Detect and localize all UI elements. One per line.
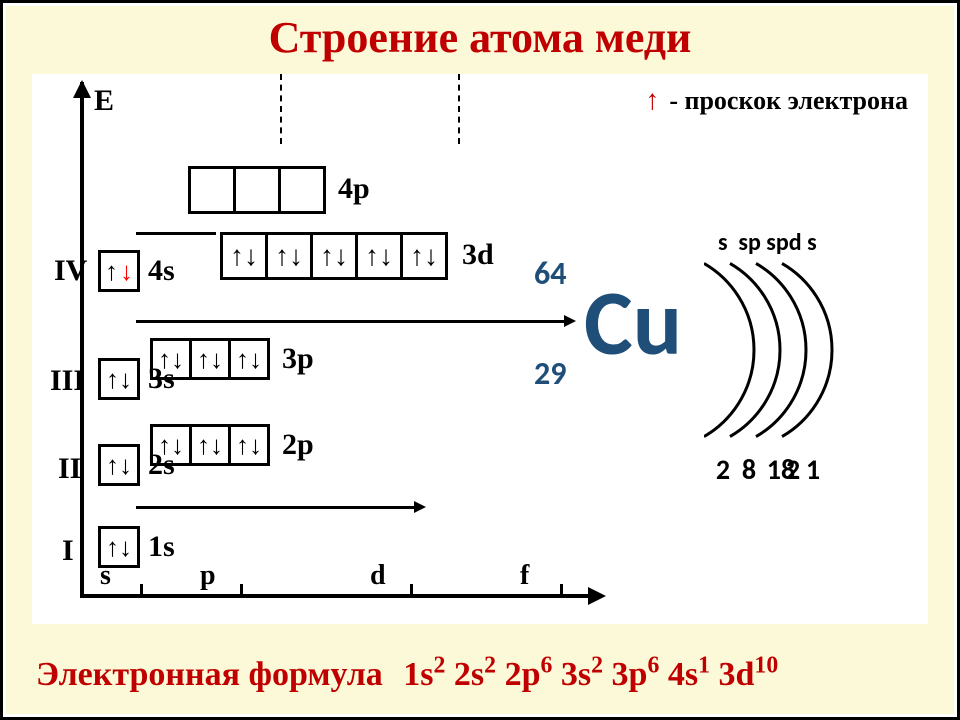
orbital-label: 4s: [148, 254, 175, 288]
orbital-cell: ↑↓: [150, 338, 192, 380]
electron-shell-arcs-icon: [704, 250, 904, 470]
orbital-cell: ↑↓: [189, 338, 231, 380]
legend-text: - проскок электрона: [669, 86, 908, 116]
energy-level-diagram: EspdfIIIIIIIV↑↓1s↑↓2s↑↓↑↓↑↓2p↑↓3s↑↓↑↓↑↓3…: [40, 74, 600, 614]
formula-term: 2p6: [505, 656, 561, 693]
level-line-arrowhead-icon: [414, 501, 426, 513]
formula-term: 3d10: [719, 656, 779, 693]
orbital-label: 3p: [282, 342, 314, 376]
up-arrow-icon: ↑: [645, 87, 659, 115]
orbital-cell: ↑↓: [228, 424, 270, 466]
orbital-row-2s: ↑↓: [98, 444, 140, 486]
energy-level-roman: IV: [54, 254, 87, 288]
orbital-cell: ↑↓: [98, 358, 140, 400]
electron-formula: Электронная формула 1s2 2s2 2p6 3s2 3p6 …: [36, 653, 778, 694]
shell-count-overprint: 2: [786, 452, 800, 487]
x-tick: [240, 584, 243, 598]
x-axis: [80, 594, 590, 598]
y-axis: [80, 82, 84, 594]
y-axis-label: E: [94, 84, 114, 118]
orbital-cell: ↑↓: [310, 232, 358, 280]
orbital-label: 3d: [462, 238, 494, 272]
x-tick: [410, 584, 413, 598]
orbital-label: 4p: [338, 172, 370, 206]
orbital-cell: ↑↓: [355, 232, 403, 280]
formula-term: 2s2: [454, 656, 505, 693]
orbital-row-2p: ↑↓↑↓↑↓: [150, 424, 270, 466]
formula-term: 1s2: [403, 656, 454, 693]
shell-electron-counts: 28181: [710, 452, 826, 487]
element-symbol: Cu: [584, 266, 682, 379]
formula-term: 4s1: [668, 656, 719, 693]
x-axis-arrowhead-icon: [588, 587, 606, 605]
orbital-row-3p: ↑↓↑↓↑↓: [150, 338, 270, 380]
electron-jump-legend: ↑ - проскок электрона: [645, 86, 908, 116]
orbital-row-4s: ↑↓: [98, 250, 140, 292]
orbital-cell: [233, 166, 281, 214]
orbital-cell: ↑↓: [220, 232, 268, 280]
energy-level-roman: II: [58, 452, 81, 486]
y-axis-arrowhead-icon: [73, 80, 91, 98]
mass-number: 64: [534, 254, 566, 293]
orbital-cell: ↑↓: [98, 444, 140, 486]
page-border: Строение атома меди ↑ - проскок электрон…: [0, 0, 960, 720]
energy-level-roman: III: [50, 364, 85, 398]
orbital-cell: ↑↓: [98, 526, 140, 568]
energy-level-roman: I: [62, 534, 74, 568]
orbital-row-4p: [188, 166, 326, 214]
x-tick-label: d: [370, 560, 386, 592]
formula-term: 3s2: [561, 656, 612, 693]
x-tick-label: f: [520, 560, 529, 592]
level-line: [136, 320, 566, 323]
page-background: Строение атома меди ↑ - проскок электрон…: [6, 6, 954, 714]
orbital-row-3d: ↑↓↑↓↑↓↑↓↑↓: [220, 232, 448, 280]
orbital-cell: ↑↓: [228, 338, 270, 380]
orbital-cell: ↑↓: [150, 424, 192, 466]
orbital-row-3s: ↑↓: [98, 358, 140, 400]
content-panel: ↑ - проскок электрона EspdfIIIIIIIV↑↓1s↑…: [32, 74, 928, 624]
page-title: Строение атома меди: [6, 12, 954, 63]
orbital-cell: [278, 166, 326, 214]
element-structure: 6429Cus sp spd s281812: [528, 224, 888, 524]
level-line: [136, 232, 216, 235]
dashed-guideline: [458, 74, 460, 144]
orbital-cell: ↑↓: [189, 424, 231, 466]
dashed-guideline: [280, 74, 282, 144]
orbital-cell: ↑↓: [400, 232, 448, 280]
x-tick: [560, 584, 563, 598]
orbital-row-1s: ↑↓: [98, 526, 140, 568]
orbital-label: 2p: [282, 428, 314, 462]
x-tick: [140, 584, 143, 598]
formula-label: Электронная формула: [36, 656, 391, 693]
orbital-cell: [188, 166, 236, 214]
orbital-cell: ↑↓: [265, 232, 313, 280]
x-tick-label: p: [200, 560, 216, 592]
level-line: [136, 506, 416, 509]
orbital-cell: ↑↓: [98, 250, 140, 292]
formula-term: 3p6: [612, 656, 668, 693]
atomic-number: 29: [534, 354, 566, 393]
orbital-label: 1s: [148, 530, 175, 564]
